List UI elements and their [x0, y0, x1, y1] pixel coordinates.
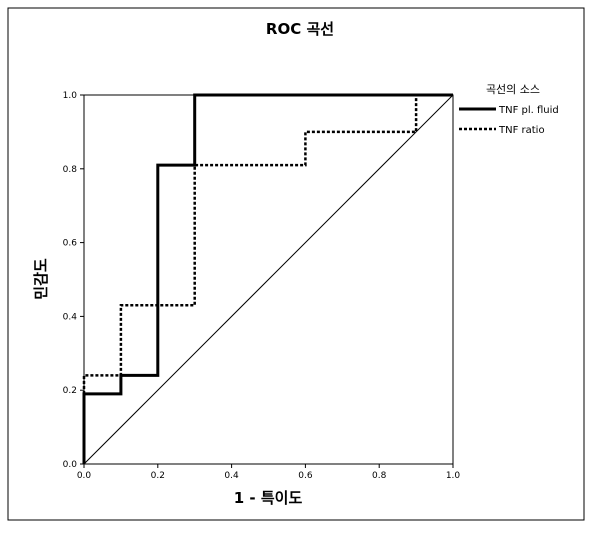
- x-tick-label: 0.8: [372, 471, 387, 481]
- series-line-tnf-pl-fluid: [82, 93, 453, 464]
- y-tick-label: 0.8: [63, 165, 78, 175]
- x-tick-label: 0.6: [298, 471, 313, 481]
- x-tick-label: 0.0: [77, 471, 92, 481]
- y-tick-label: 0.0: [63, 460, 78, 470]
- series-lines: [82, 93, 453, 464]
- x-tick-label: 1.0: [446, 471, 461, 481]
- legend-label: TNF pl. fluid: [498, 105, 559, 116]
- reference-diagonal: [83, 94, 454, 465]
- chart-title: ROC 곡선: [266, 20, 334, 38]
- y-tick-label: 1.0: [63, 91, 78, 101]
- y-axis-ticks: 0.0 0.2 0.4 0.6 0.8 1.0: [63, 91, 84, 470]
- y-tick-label: 0.2: [63, 386, 77, 396]
- y-tick-label: 0.4: [63, 312, 78, 322]
- x-tick-label: 0.2: [151, 471, 165, 481]
- y-axis-label: 민감도: [32, 258, 50, 300]
- x-axis-label: 1 - 특이도: [234, 489, 303, 507]
- legend-label: TNF ratio: [498, 125, 545, 136]
- series-line-tnf-ratio: [82, 93, 453, 464]
- outer-border: [7, 7, 585, 521]
- x-tick-label: 0.4: [224, 471, 239, 481]
- x-axis-ticks: 0.0 0.2 0.4 0.6 0.8 1.0: [77, 464, 461, 481]
- legend-title: 곡선의 소스: [486, 83, 540, 96]
- y-tick-label: 0.6: [63, 239, 78, 249]
- legend: 곡선의 소스 TNF pl. fluid TNF ratio: [459, 83, 559, 136]
